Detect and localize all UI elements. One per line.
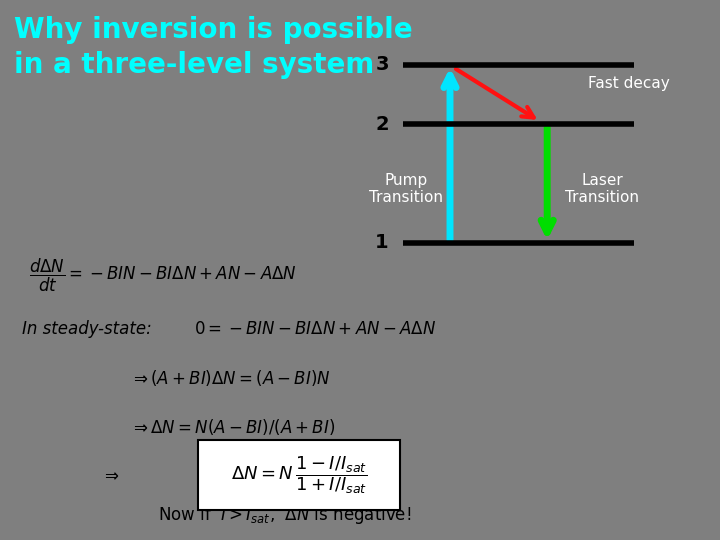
Text: Fast decay: Fast decay — [588, 76, 670, 91]
Text: Pump
Transition: Pump Transition — [369, 173, 443, 205]
Text: 3: 3 — [375, 55, 389, 75]
Text: $\Rightarrow$: $\Rightarrow$ — [101, 466, 120, 484]
Text: $\Rightarrow (A + BI)\Delta N = (A - BI)N$: $\Rightarrow (A + BI)\Delta N = (A - BI)… — [130, 368, 330, 388]
Text: 1: 1 — [375, 233, 389, 253]
Text: Why inversion is possible
in a three-level system: Why inversion is possible in a three-lev… — [14, 16, 413, 79]
Text: $\dfrac{d\Delta N}{dt} = -BIN - BI\Delta N + AN - A\Delta N$: $\dfrac{d\Delta N}{dt} = -BIN - BI\Delta… — [29, 257, 297, 294]
Text: $0 = -BIN - BI\Delta N + AN - A\Delta N$: $0 = -BIN - BI\Delta N + AN - A\Delta N$ — [194, 320, 436, 339]
Text: Laser
Transition: Laser Transition — [565, 173, 639, 205]
Text: 2: 2 — [375, 114, 389, 134]
FancyBboxPatch shape — [198, 440, 400, 510]
Text: Now if  $I > I_{sat}$,  $\Delta N$ is negative!: Now if $I > I_{sat}$, $\Delta N$ is nega… — [158, 504, 412, 526]
Text: $\Rightarrow \Delta N = N(A - BI)/(A + BI)$: $\Rightarrow \Delta N = N(A - BI)/(A + B… — [130, 416, 335, 437]
Text: $\Delta N = N\,\dfrac{1-I/I_{sat}}{1+I/I_{sat}}$: $\Delta N = N\,\dfrac{1-I/I_{sat}}{1+I/I… — [230, 454, 367, 496]
Text: In steady-state:: In steady-state: — [22, 320, 151, 339]
